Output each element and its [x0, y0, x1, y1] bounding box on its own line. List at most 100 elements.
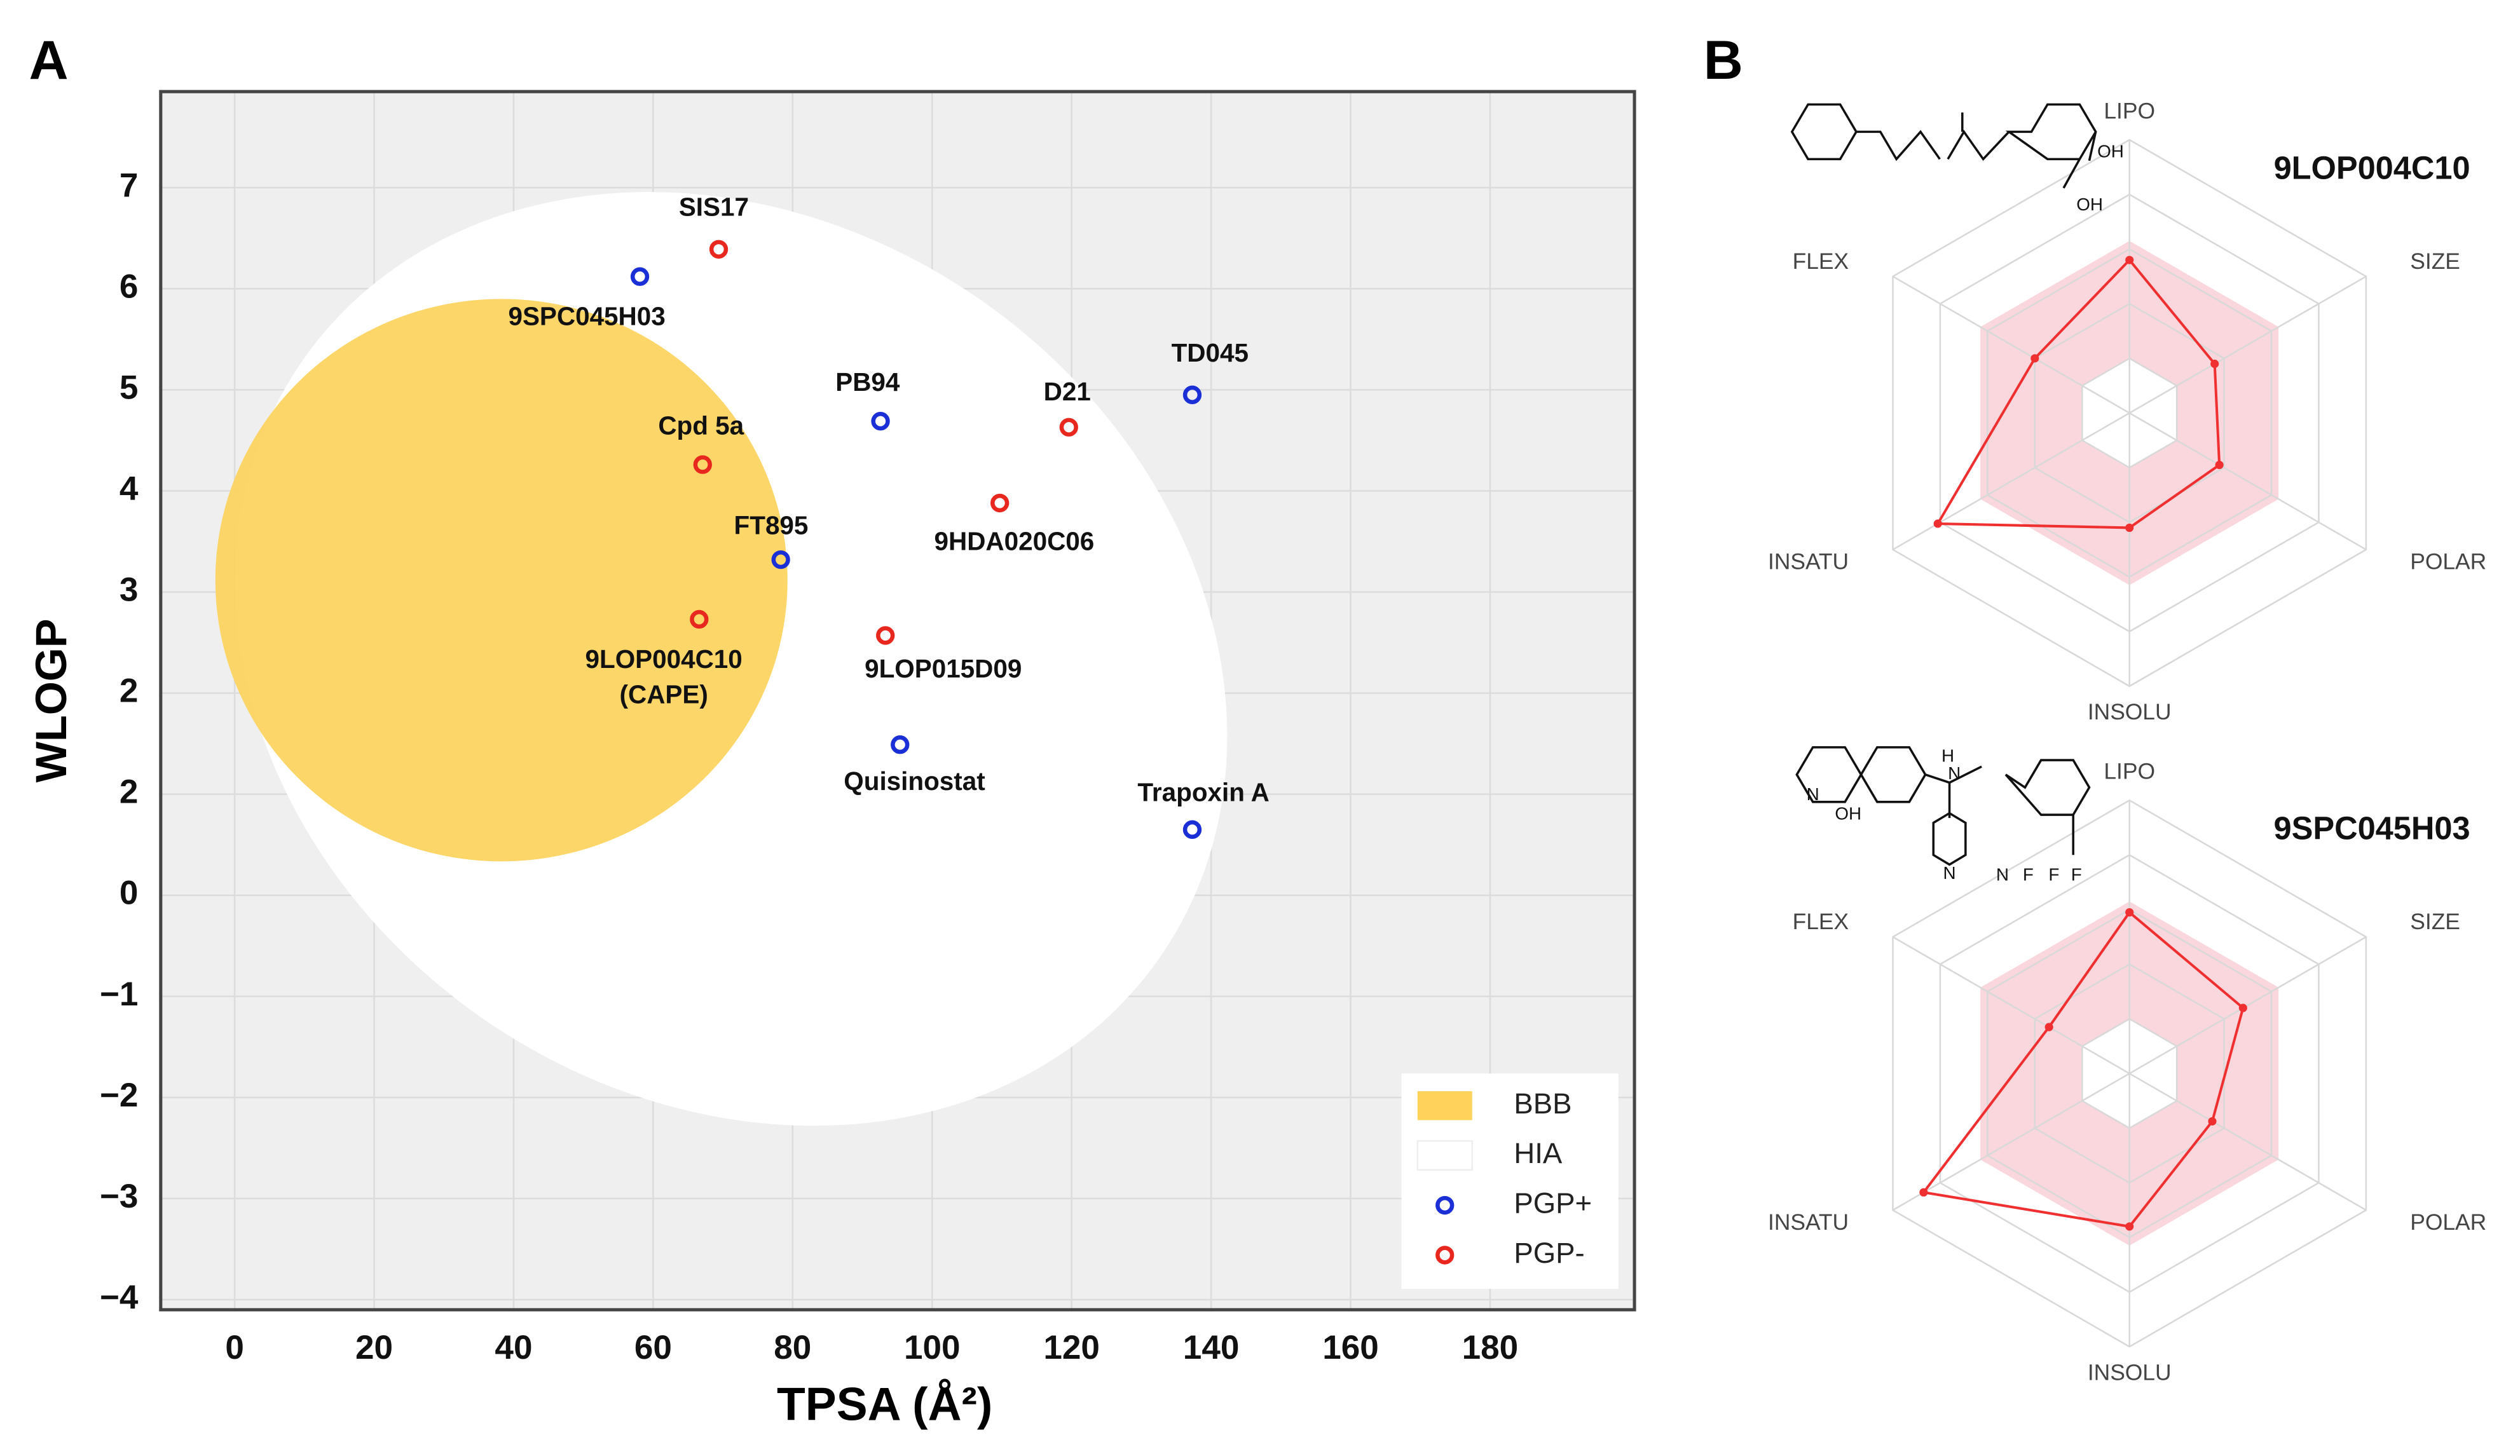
radar-axis-label: INSATU — [1768, 550, 1849, 575]
radar-axis-label: INSATU — [1768, 1210, 1849, 1235]
point-label: Cpd 5a — [658, 411, 744, 440]
x-tick-label: 40 — [495, 1329, 532, 1366]
radar-spoke — [2129, 412, 2367, 550]
atom-label: F — [2023, 864, 2034, 884]
data-point — [891, 735, 910, 754]
legend-swatch — [1416, 1140, 1473, 1171]
x-axis-title: TPSA (Å²) — [777, 1378, 992, 1431]
data-point — [990, 493, 1010, 513]
radar-spoke — [2129, 936, 2367, 1075]
x-tick-label: 180 — [1462, 1329, 1519, 1366]
radar-spoke — [2129, 1073, 2367, 1211]
radar-spoke — [1892, 936, 2130, 1075]
x-tick-label: 20 — [355, 1329, 393, 1366]
point-label: TD045 — [1172, 338, 1249, 367]
bond — [1795, 746, 2091, 866]
bond — [1790, 103, 2097, 189]
y-tick-label: 2 — [120, 672, 139, 710]
radar-axis-label: POLAR — [2410, 1210, 2486, 1235]
point-label: 9LOP015D09 — [865, 654, 1022, 683]
point-label: Quisinostat — [844, 766, 985, 796]
radar-point — [2208, 1117, 2217, 1126]
radar-point — [2125, 1222, 2134, 1231]
atom-label: N — [1948, 763, 1961, 783]
radar-title: 9SPC045H03 — [2274, 810, 2470, 847]
radar-point — [2044, 1023, 2053, 1031]
atom-label: F — [2071, 864, 2082, 884]
legend-marker — [1435, 1195, 1455, 1215]
y-tick-label: 2 — [120, 773, 139, 811]
data-point — [871, 412, 890, 431]
y-tick-label: 4 — [120, 470, 139, 507]
y-tick-label: −3 — [100, 1178, 139, 1215]
panel-label: A — [29, 30, 69, 91]
x-tick-label: 160 — [1322, 1329, 1379, 1366]
atom-label: N — [1943, 863, 1956, 883]
y-tick-label: 7 — [120, 167, 139, 204]
point-label: 9HDA020C06 — [935, 526, 1095, 555]
atom-label: H — [1941, 745, 1954, 765]
data-point — [690, 609, 709, 629]
y-tick-label: −4 — [100, 1279, 139, 1316]
y-tick-label: 0 — [120, 874, 139, 912]
radar-axis-label: LIPO — [2104, 759, 2155, 784]
structure — [1795, 746, 2091, 866]
plot-frame — [159, 90, 1636, 1312]
atom-label: N — [1807, 784, 1819, 804]
point-label: 9LOP004C10 — [585, 644, 743, 674]
point-label: D21 — [1044, 377, 1091, 406]
radar-spoke — [1892, 1073, 2130, 1211]
radar-point — [2238, 1004, 2247, 1012]
radar-point — [2125, 523, 2134, 532]
data-point — [693, 455, 712, 474]
radar-point — [2030, 354, 2039, 363]
atom-label: N — [1996, 864, 2009, 884]
radar-point — [2215, 460, 2224, 470]
radar-spoke — [1892, 412, 2130, 550]
legend-label: PGP+ — [1514, 1187, 1592, 1220]
legend-label: PGP- — [1514, 1237, 1584, 1269]
data-point — [1182, 820, 1202, 839]
legend-label: BBB — [1514, 1087, 1572, 1120]
data-point — [1182, 385, 1202, 405]
x-tick-label: 60 — [634, 1329, 672, 1366]
point-label: FT895 — [734, 511, 809, 540]
data-point — [1059, 418, 1078, 437]
data-point — [771, 550, 790, 569]
point-label: PB94 — [835, 367, 900, 397]
x-tick-label: 0 — [225, 1329, 244, 1366]
bbb-region — [215, 299, 788, 862]
atom-label: OH — [2076, 194, 2103, 214]
radar-title: 9LOP004C10 — [2274, 149, 2470, 186]
x-tick-label: 140 — [1183, 1329, 1240, 1366]
atom-label: OH — [2097, 142, 2124, 161]
y-tick-label: −1 — [100, 976, 139, 1013]
optimal-range — [1980, 241, 2279, 585]
atom-label: F — [2048, 864, 2059, 884]
radar-axis-label: INSOLU — [2088, 1360, 2172, 1385]
point-label: 9SPC045H03 — [508, 302, 665, 331]
y-tick-label: 3 — [120, 571, 139, 609]
radar-point — [1919, 1188, 1928, 1197]
atom-label: OH — [1835, 803, 1861, 823]
radar-axis-label: FLEX — [1793, 249, 1849, 274]
optimal-range — [1980, 901, 2279, 1246]
point-label: Trapoxin A — [1137, 777, 1269, 806]
legend-label: HIA — [1514, 1137, 1562, 1169]
data-point — [876, 626, 895, 645]
y-tick-label: −2 — [100, 1077, 139, 1114]
y-tick-label: 5 — [120, 369, 139, 406]
legend-swatch — [1417, 1091, 1472, 1120]
y-axis-title: WLOGP — [27, 619, 76, 783]
radar-axis-label: POLAR — [2410, 550, 2486, 575]
data-point — [709, 240, 729, 259]
radar-axis-label: FLEX — [1793, 909, 1849, 934]
radar-axis-label: INSOLU — [2088, 700, 2172, 725]
radar-point — [2125, 255, 2134, 264]
structure — [1790, 103, 2097, 189]
panel-label: B — [1704, 30, 1743, 91]
point-label: (CAPE) — [620, 680, 708, 709]
radar-spoke — [1892, 275, 2130, 414]
